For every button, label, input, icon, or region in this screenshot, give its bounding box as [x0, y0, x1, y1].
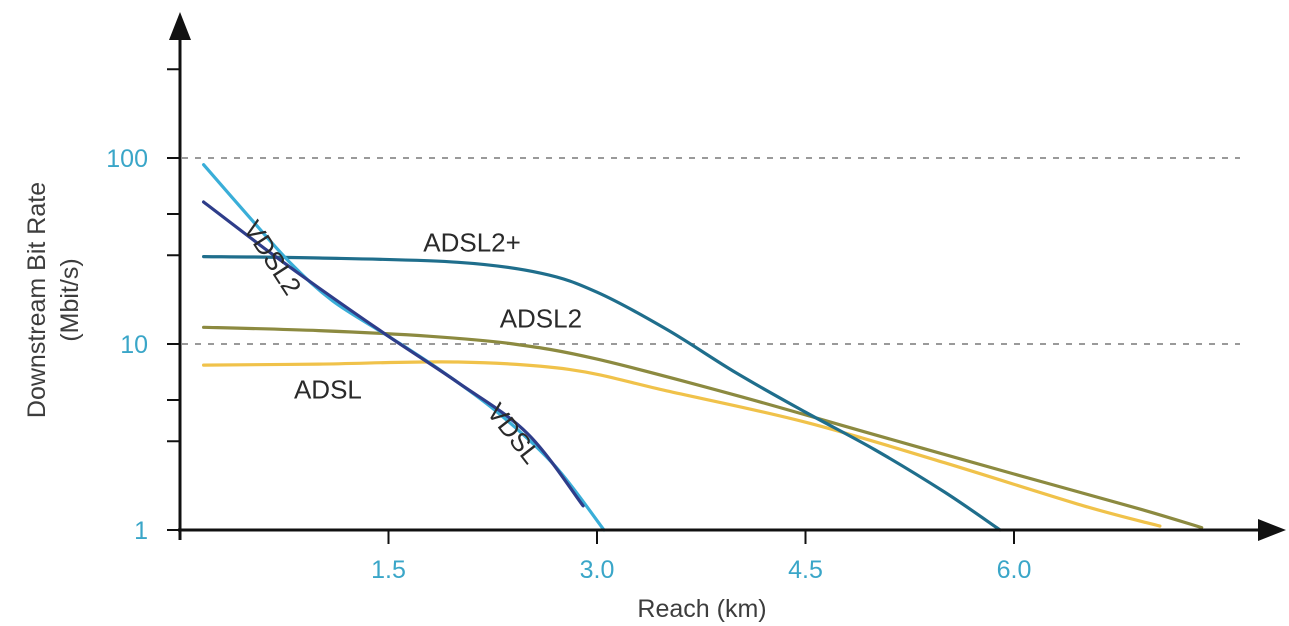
series-layer — [202, 163, 1204, 532]
series-line-adsl2-plus — [202, 255, 1002, 532]
axes — [169, 12, 1286, 541]
series-line-vdsl — [202, 200, 585, 508]
series-label-adsl: ADSL — [294, 374, 362, 404]
x-axis-arrow — [1258, 519, 1286, 541]
series-line-adsl2 — [202, 325, 1204, 530]
series-label-adsl2-plus: ADSL2+ — [423, 227, 521, 257]
y-axis-title-line1: Downstream Bit Rate — [23, 182, 51, 418]
y-axis-arrow — [169, 12, 191, 40]
x-tick-label: 4.5 — [788, 556, 823, 584]
series-label-adsl2: ADSL2 — [500, 303, 582, 333]
x-tick-label: 1.5 — [371, 556, 406, 584]
y-tick-label: 1 — [134, 517, 148, 545]
x-tick-label: 6.0 — [997, 556, 1032, 584]
series-label-vdsl: VDSL — [481, 397, 546, 469]
y-tick-label: 10 — [120, 331, 148, 359]
x-axis-title: Reach (km) — [637, 595, 766, 623]
series-line-adsl — [202, 360, 1162, 528]
grid-layer — [182, 157, 1240, 345]
y-axis-title: Downstream Bit Rate (Mbit/s) — [23, 182, 84, 418]
ticks-layer: 1 10 100 1.5 3.0 4.5 6.0 — [106, 68, 1032, 584]
x-tick-label: 3.0 — [580, 556, 615, 584]
labels-layer: Reach (km) Downstream Bit Rate (Mbit/s) — [23, 182, 767, 623]
y-axis-title-line2: (Mbit/s) — [56, 258, 84, 341]
y-tick-label: 100 — [106, 145, 148, 173]
